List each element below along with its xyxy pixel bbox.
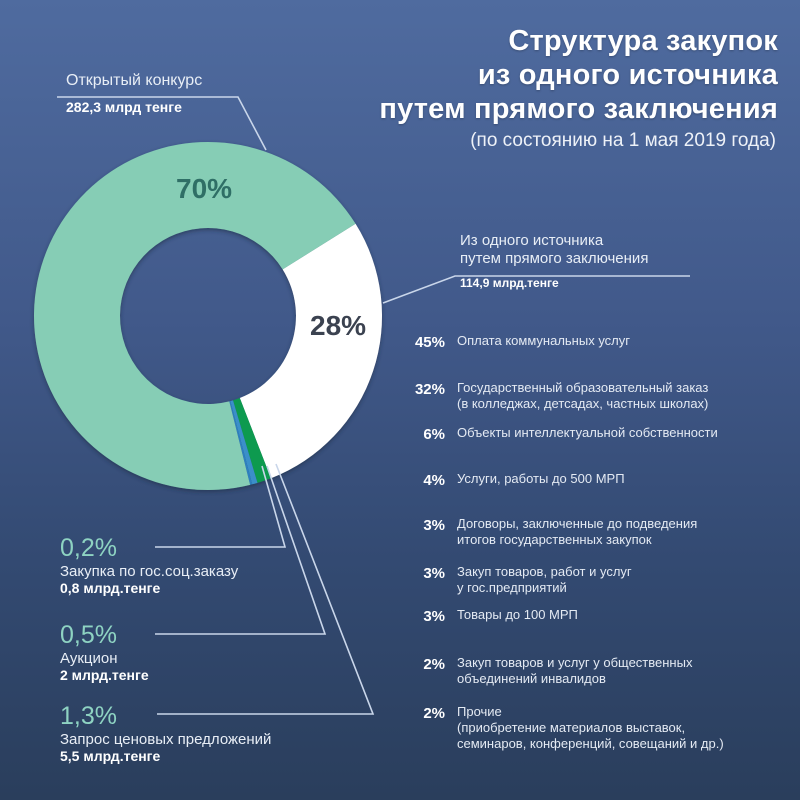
- slice-open-contest: [33, 142, 356, 490]
- breakdown-pct: 3%: [423, 565, 445, 582]
- leader-line-single-source: [382, 275, 690, 304]
- slice-single-source: [239, 223, 382, 479]
- open-contest-value: 282,3 млрд тенге: [66, 99, 182, 115]
- social-order-value: 0,8 млрд.тенге: [60, 580, 161, 596]
- leader-line-social-order: [155, 465, 287, 548]
- leader-line-price-quotes: [157, 463, 375, 715]
- breakdown-text: Объекты интеллектуальной собственности: [457, 425, 718, 440]
- chart-title: Структура закупок из одного источника пу…: [379, 24, 778, 126]
- slice-price-quotes: [233, 398, 271, 483]
- breakdown-text: Товары до 100 МРП: [457, 607, 578, 622]
- breakdown-item: 6% Объекты интеллектуальной собственност…: [405, 425, 800, 443]
- label-price-quotes: 1,3% Запрос ценовых предложений 5,5 млрд…: [60, 702, 271, 764]
- breakdown-text: Оплата коммунальных услуг: [457, 333, 630, 348]
- label-auction: 0,5% Аукцион 2 млрд.тенге: [60, 621, 149, 683]
- breakdown-item: 3% Договоры, заключенные до подведения ит…: [405, 516, 800, 548]
- title-line-2: из одного источника: [477, 59, 778, 91]
- breakdown-item: 45% Оплата коммунальных услуг: [405, 333, 800, 351]
- label-social-order: 0,2% Закупка по гос.соц.заказу 0,8 млрд.…: [60, 534, 238, 596]
- breakdown-pct: 3%: [423, 517, 445, 534]
- donut-label-open-contest: 70%: [176, 173, 233, 204]
- breakdown-item: 3% Товары до 100 МРП: [405, 607, 800, 625]
- social-order-name: Закупка по гос.соц.заказу: [60, 563, 239, 580]
- leader-line-auction: [155, 465, 327, 635]
- auction-value: 2 млрд.тенге: [60, 667, 149, 683]
- single-source-value: 114,9 млрд.тенге: [460, 276, 559, 290]
- slice-social-order: [229, 401, 253, 485]
- single-source-name-1: Из одного источника: [460, 232, 604, 249]
- breakdown-pct: 2%: [423, 656, 445, 673]
- title-line-3: путем прямого заключения: [379, 93, 778, 125]
- title-line-1: Структура закупок: [508, 25, 778, 57]
- breakdown-item: 4% Услуги, работы до 500 МРП: [405, 471, 800, 489]
- breakdown-item: 2% Прочие (приобретение материалов выстав…: [405, 704, 800, 752]
- label-single-source: Из одного источника путем прямого заключ…: [460, 232, 648, 290]
- breakdown-pct: 6%: [423, 426, 445, 443]
- breakdown-text: Прочие (приобретение материалов выставок,…: [457, 704, 724, 751]
- price-quotes-value: 5,5 млрд.тенге: [60, 748, 161, 764]
- single-source-name-2: путем прямого заключения: [460, 250, 649, 267]
- slice-auction: [230, 400, 258, 485]
- breakdown-text: Договоры, заключенные до подведения итого…: [457, 516, 698, 547]
- open-contest-name: Открытый конкурс: [66, 72, 203, 89]
- breakdown-text: Услуги, работы до 500 МРП: [457, 471, 625, 486]
- auction-pct: 0,5%: [60, 621, 117, 649]
- breakdown-item: 32% Государственный образовательный зака…: [405, 380, 800, 412]
- chart-subtitle: (по состоянию на 1 мая 2019 года): [470, 130, 776, 151]
- social-order-pct: 0,2%: [60, 534, 117, 562]
- breakdown-item: 3% Закуп товаров, работ и услуг у гос.пре…: [405, 564, 800, 596]
- donut-label-single-source: 28%: [310, 310, 367, 341]
- breakdown-item: 2% Закуп товаров и услуг у общественных о…: [405, 655, 800, 687]
- auction-name: Аукцион: [60, 650, 118, 667]
- breakdown-pct: 32%: [414, 381, 445, 398]
- breakdown-pct: 45%: [414, 334, 445, 351]
- breakdown-text: Закуп товаров и услуг у общественных объе…: [457, 655, 693, 686]
- breakdown-text: Закуп товаров, работ и услуг у гос.предпр…: [457, 564, 632, 595]
- price-quotes-name: Запрос ценовых предложений: [60, 731, 272, 748]
- label-open-contest: Открытый конкурс 282,3 млрд тенге: [66, 72, 202, 115]
- breakdown-pct: 4%: [423, 472, 445, 489]
- breakdown-text: Государственный образовательный заказ (в …: [457, 380, 709, 411]
- price-quotes-pct: 1,3%: [60, 702, 117, 730]
- leader-line-open-contest: [57, 96, 267, 151]
- breakdown-pct: 3%: [423, 608, 445, 625]
- breakdown-pct: 2%: [423, 705, 445, 722]
